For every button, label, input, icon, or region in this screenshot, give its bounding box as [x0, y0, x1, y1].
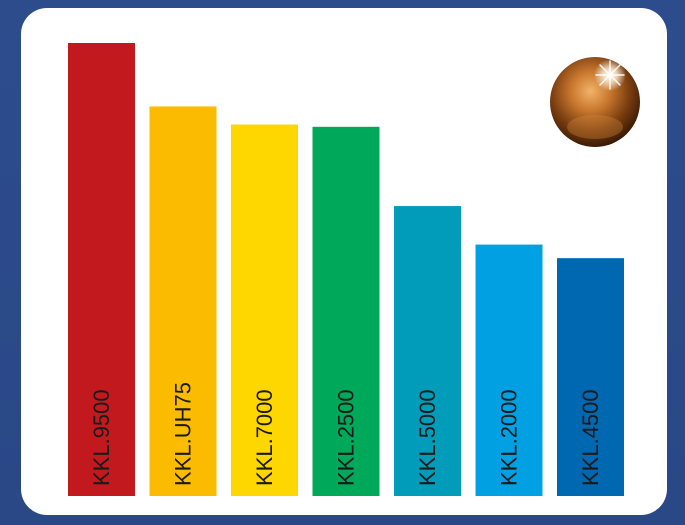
bar-label: KKL.UH75	[171, 382, 196, 486]
bar-kkl-4500	[557, 258, 624, 496]
bar-label: KKL.4500	[578, 389, 603, 486]
bar-kkl-9500	[68, 43, 135, 496]
bar-kkl-2000	[475, 244, 543, 496]
bar-label: KKL.7000	[252, 389, 277, 486]
bar-kkl-5000	[394, 206, 461, 496]
bar-kkl-uh75	[149, 106, 217, 497]
bar-label: KKL.2000	[497, 389, 522, 486]
bar-chart: KKL.9500 KKL.UH75 KKL.7000 KKL.2500 KKL.5000…	[68, 43, 624, 497]
bar-label: KKL.2500	[334, 389, 359, 486]
bronze-sphere-icon	[550, 57, 640, 147]
bar-kkl-2500	[312, 126, 380, 497]
bar-label: KKL.9500	[89, 389, 114, 486]
bar-kkl-7000	[231, 124, 298, 496]
bar-label: KKL.5000	[415, 389, 440, 486]
